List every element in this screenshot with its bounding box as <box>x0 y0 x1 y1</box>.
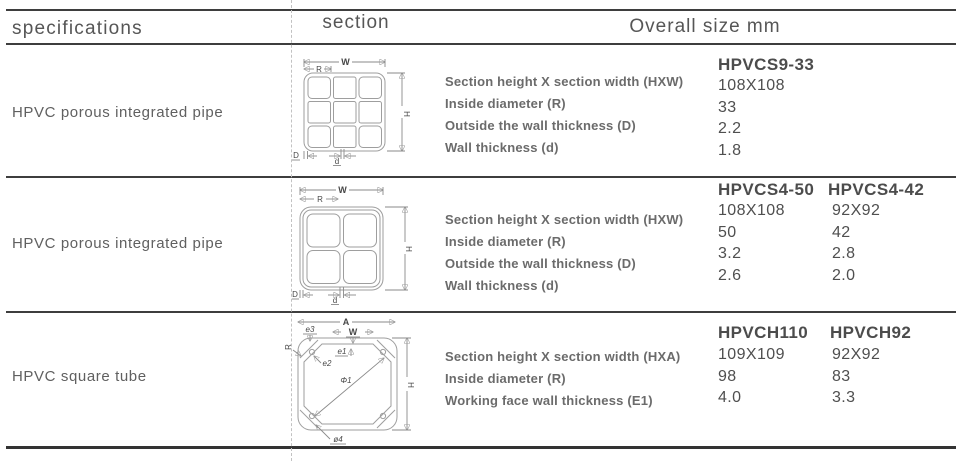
model-code: HPVCS4-42 <box>828 180 925 199</box>
spec-value: 2.2 <box>718 120 742 137</box>
row-name: HPVC porous integrated pipe <box>12 104 224 121</box>
spec-label: Section height X section width (HXA) <box>445 349 681 364</box>
rule-header-bottom <box>6 43 956 45</box>
model-code: HPVCH92 <box>830 323 912 342</box>
col-header-specifications: specifications <box>12 18 143 39</box>
spec-label: Wall thickness (d) <box>445 278 559 293</box>
svg-text:W: W <box>349 327 358 337</box>
spec-value: 92X92 <box>832 346 881 363</box>
col-header-overall-size: Overall size mm <box>629 16 781 37</box>
section-diagram-4hole-icon: W R H D d <box>292 185 413 305</box>
spec-value: 1.8 <box>718 141 742 159</box>
spec-label: Section height X section width (HXW) <box>445 212 684 227</box>
model-values: 109X109 98 4.0 <box>718 346 785 411</box>
spec-value: 2.0 <box>832 266 856 284</box>
svg-text:d: d <box>333 296 337 305</box>
rule-top <box>6 9 956 11</box>
section-diagram-9hole-icon: W R H D d <box>292 57 411 166</box>
spec-label: Inside diameter (R) <box>445 96 566 111</box>
svg-text:Φ1: Φ1 <box>340 376 351 385</box>
spec-label: Inside diameter (R) <box>445 234 566 249</box>
row-name: HPVC square tube <box>12 368 147 385</box>
svg-text:e1: e1 <box>338 347 347 356</box>
spec-label: Inside diameter (R) <box>445 371 566 386</box>
svg-text:W: W <box>341 57 350 67</box>
svg-text:H: H <box>404 246 413 252</box>
rule-row2-bottom <box>6 311 956 313</box>
spec-label: Outside the wall thickness (D) <box>445 256 636 271</box>
section-diagram-square-tube-icon: A W Φ1 e3 e1 <box>284 317 415 445</box>
spec-label-list: Section height X section width (HXW) Ins… <box>445 209 683 297</box>
spec-value: 2.8 <box>832 245 856 262</box>
model-values: 108X108 33 2.2 1.8 <box>718 77 785 163</box>
svg-text:R: R <box>284 344 293 350</box>
model-code: HPVCH110 <box>718 323 809 342</box>
spec-value: 50 <box>718 223 737 241</box>
spec-value: 4.0 <box>718 389 742 406</box>
spec-label-list: Section height X section width (HXW) Ins… <box>445 71 683 159</box>
svg-text:H: H <box>406 382 415 388</box>
spec-value: 33 <box>718 98 737 116</box>
model-values: 92X92 83 3.3 <box>832 346 880 411</box>
svg-text:A: A <box>343 317 350 327</box>
svg-text:D: D <box>292 290 298 299</box>
svg-text:W: W <box>338 185 347 195</box>
svg-text:R: R <box>316 65 322 74</box>
spec-value: 83 <box>832 367 851 385</box>
spec-label: Outside the wall thickness (D) <box>445 118 636 133</box>
spec-value: 2.6 <box>718 266 742 284</box>
spec-label-list: Section height X section width (HXA) Ins… <box>445 346 680 412</box>
svg-text:R: R <box>317 195 323 204</box>
spec-value: 3.3 <box>832 389 856 406</box>
model-code: HPVCS9-33 <box>718 55 815 74</box>
column-divider-dashed <box>291 0 292 461</box>
spec-label: Working face wall thickness (E1) <box>445 393 653 408</box>
col-header-section: section <box>322 12 390 33</box>
svg-text:H: H <box>402 111 411 117</box>
spec-label: Section height X section width (HXW) <box>445 74 684 89</box>
svg-text:e3: e3 <box>306 325 315 334</box>
svg-text:e2: e2 <box>323 359 332 368</box>
spec-value: 98 <box>718 367 737 385</box>
model-values: 108X108 50 3.2 2.6 <box>718 202 785 288</box>
svg-text:d: d <box>335 157 339 166</box>
spec-value: 3.2 <box>718 245 742 262</box>
spec-label: Wall thickness (d) <box>445 140 559 155</box>
spec-value: 108X108 <box>718 202 785 219</box>
rule-bottom <box>6 446 956 449</box>
rule-row1-bottom <box>6 176 956 178</box>
model-values: 92X92 42 2.8 2.0 <box>832 202 880 288</box>
spec-value: 109X109 <box>718 346 785 363</box>
spec-value: 92X92 <box>832 202 881 219</box>
row-name: HPVC porous integrated pipe <box>12 235 224 252</box>
spec-value: 108X108 <box>718 77 785 94</box>
spec-value: 42 <box>832 223 851 241</box>
model-code: HPVCS4-50 <box>718 180 815 199</box>
svg-text:D: D <box>293 151 299 160</box>
svg-text:ø4: ø4 <box>333 435 343 444</box>
